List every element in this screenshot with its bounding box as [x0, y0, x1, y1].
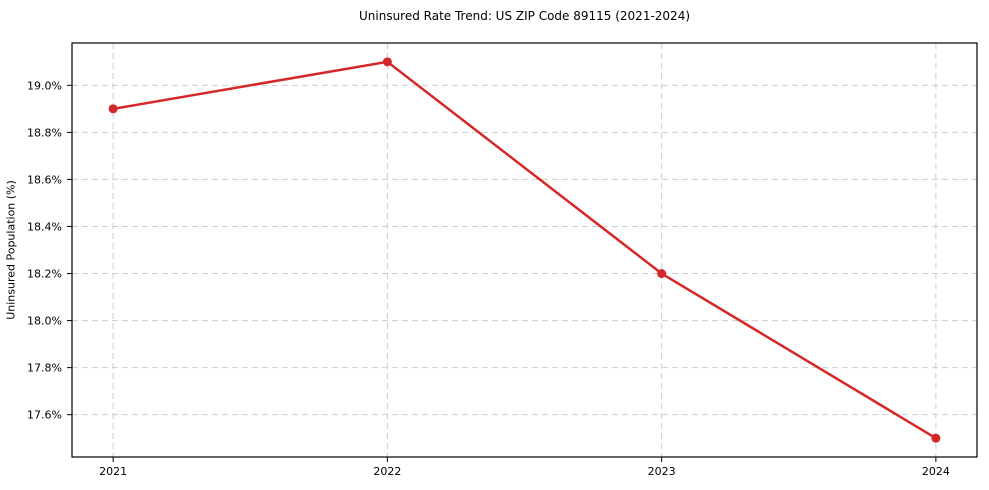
y-tick-label: 17.8% [27, 362, 62, 375]
data-point-marker [931, 433, 941, 443]
y-tick-label: 18.8% [27, 126, 62, 139]
axis-spines [71, 42, 978, 458]
x-tick-label: 2023 [648, 465, 676, 478]
y-tick-label: 18.2% [27, 268, 62, 281]
data-point-marker [382, 57, 392, 67]
y-tick-label: 18.0% [27, 315, 62, 328]
chart-title: Uninsured Rate Trend: US ZIP Code 89115 … [358, 9, 691, 23]
y-tick-label: 17.6% [27, 409, 62, 422]
y-tick-label: 18.4% [27, 220, 62, 233]
x-tick-label: 2022 [373, 465, 401, 478]
y-tick-label: 19.0% [27, 79, 62, 92]
trend-line [111, 60, 938, 440]
y-tick-label: 18.6% [27, 173, 62, 186]
x-tick-label: 2024 [922, 465, 950, 478]
x-tick-label: 2021 [99, 465, 127, 478]
data-point-marker [108, 104, 118, 114]
data-point-marker [657, 269, 667, 279]
